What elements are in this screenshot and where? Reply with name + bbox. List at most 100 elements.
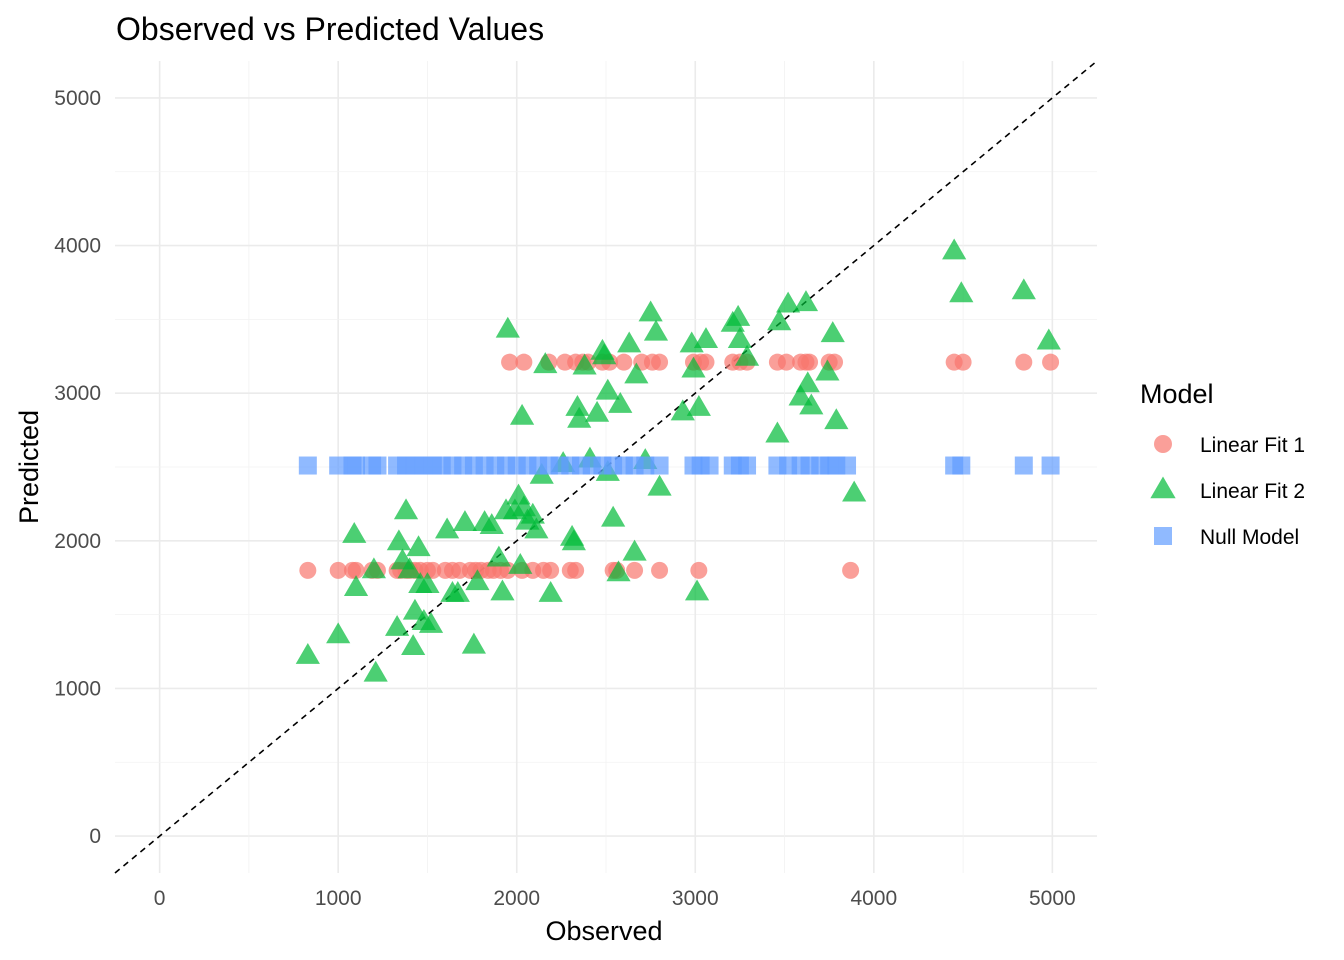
linear-fit-2-point — [820, 321, 845, 343]
linear-fit-2-point — [520, 502, 545, 524]
linear-fit-1-point — [615, 353, 633, 371]
linear-fit-2-point — [343, 575, 369, 597]
linear-fit-2-point — [693, 327, 719, 348]
linear-fit-1-point — [690, 561, 708, 579]
linear-fit-2-point — [949, 281, 974, 303]
linear-fit-2-point — [793, 290, 819, 312]
linear-fit-2-point — [508, 552, 533, 574]
legend-square-key — [1154, 527, 1172, 545]
linear-fit-1-point — [347, 561, 365, 579]
linear-fit-2-point — [622, 539, 647, 561]
linear-fit-2-point — [461, 632, 486, 654]
linear-fit-2-point — [734, 344, 760, 366]
linear-fit-2-point — [561, 529, 586, 551]
linear-fit-1-point — [515, 353, 533, 371]
linear-fit-1-point — [501, 353, 519, 371]
linear-fit-2-point — [726, 304, 751, 326]
linear-fit-2-point — [776, 291, 801, 313]
linear-fit-2-point — [295, 643, 320, 664]
x-tick-label: 2000 — [493, 887, 540, 910]
y-axis-title: Predicted — [14, 410, 44, 524]
linear-fit-2-point — [727, 327, 753, 348]
linear-fit-1-point — [567, 561, 585, 579]
linear-fit-2-point — [445, 581, 470, 602]
y-tick-label: 5000 — [54, 87, 101, 110]
x-tick-label: 1000 — [315, 887, 362, 910]
chart-title: Observed vs Predicted Values — [116, 11, 544, 47]
linear-fit-2-point — [788, 384, 813, 406]
linear-fit-1-point — [542, 561, 560, 579]
linear-fit-2-point — [572, 353, 597, 375]
null-model-point — [700, 456, 719, 475]
legend-item-label: Linear Fit 1 — [1200, 434, 1305, 457]
linear-fit-2-point — [452, 510, 478, 532]
y-tick-label: 0 — [89, 825, 101, 848]
linear-fit-2-point — [595, 378, 620, 400]
linear-fit-1-point — [1015, 353, 1033, 371]
linear-fit-2-point — [434, 517, 460, 539]
linear-fit-2-point — [490, 579, 515, 601]
linear-fit-2-point — [842, 480, 867, 502]
legend-circle-key — [1154, 435, 1172, 453]
linear-fit-2-point — [643, 319, 669, 341]
linear-fit-2-point — [824, 408, 849, 430]
linear-fit-2-point — [342, 521, 367, 543]
linear-fit-2-point — [567, 406, 592, 428]
legend-items: Linear Fit 1 Linear Fit 2 Null Model — [1150, 434, 1305, 549]
linear-fit-2-point — [565, 394, 590, 416]
x-tick-label: 3000 — [672, 887, 719, 910]
linear-fit-2-point — [326, 622, 351, 644]
linear-fit-2-point — [624, 362, 649, 384]
linear-fit-2-point — [638, 300, 663, 322]
linear-fit-1-point — [329, 561, 347, 579]
legend-item-label: Null Model — [1200, 526, 1299, 549]
null-model-point — [298, 456, 317, 475]
linear-fit-2-point — [479, 513, 504, 534]
linear-fit-1-point — [1042, 353, 1060, 371]
linear-fit-1-point — [626, 561, 644, 579]
null-model-point — [650, 456, 669, 475]
null-model-point — [329, 456, 348, 475]
reference-line-group — [114, 60, 1098, 874]
linear-fit-2-point — [533, 352, 558, 374]
linear-fit-2-point — [686, 394, 711, 416]
linear-fit-2-point — [765, 421, 790, 443]
linear-fit-2-point — [1036, 328, 1061, 350]
y-tick-label: 3000 — [54, 382, 101, 405]
linear-fit-1-point — [954, 353, 972, 371]
linear-fit-2-point — [1011, 278, 1036, 300]
linear-fit-2-point — [601, 505, 626, 527]
null-model-point — [347, 456, 366, 475]
legend-triangle-key — [1150, 476, 1176, 499]
linear-fit-1-point — [842, 561, 860, 579]
null-model-point — [738, 456, 757, 475]
linear-fit-2-point — [415, 572, 440, 594]
y-tick-label: 4000 — [54, 235, 101, 258]
x-tick-label: 0 — [154, 887, 166, 910]
linear-fit-1-point — [651, 353, 669, 371]
y-tick-label: 1000 — [54, 677, 101, 700]
x-axis-title: Observed — [545, 916, 662, 946]
linear-fit-1-point — [697, 353, 715, 371]
x-axis-ticks: 0 1000 2000 3000 4000 5000 — [154, 887, 1076, 910]
linear-fit-1-point — [801, 353, 819, 371]
linear-fit-2-point — [524, 517, 549, 539]
linear-fit-2-point — [397, 557, 422, 579]
linear-fit-1-point — [777, 353, 795, 371]
null-model-point — [1014, 456, 1033, 475]
null-model-point — [952, 456, 971, 475]
y-axis-ticks: 0 1000 2000 3000 4000 5000 — [54, 87, 101, 848]
linear-fit-2-point — [486, 545, 511, 567]
linear-fit-2-point — [647, 474, 672, 496]
linear-fit-1-point — [299, 561, 317, 579]
linear-fit-2-point — [606, 560, 631, 582]
x-tick-label: 5000 — [1029, 887, 1076, 910]
legend-title: Model — [1140, 379, 1214, 409]
linear-fit-1-point — [651, 561, 669, 579]
null-model-point — [368, 456, 387, 475]
null-model-point — [636, 456, 655, 475]
linear-fit-2-point — [406, 535, 431, 557]
linear-fit-2-point — [795, 371, 820, 393]
linear-fit-2-point — [385, 614, 410, 636]
